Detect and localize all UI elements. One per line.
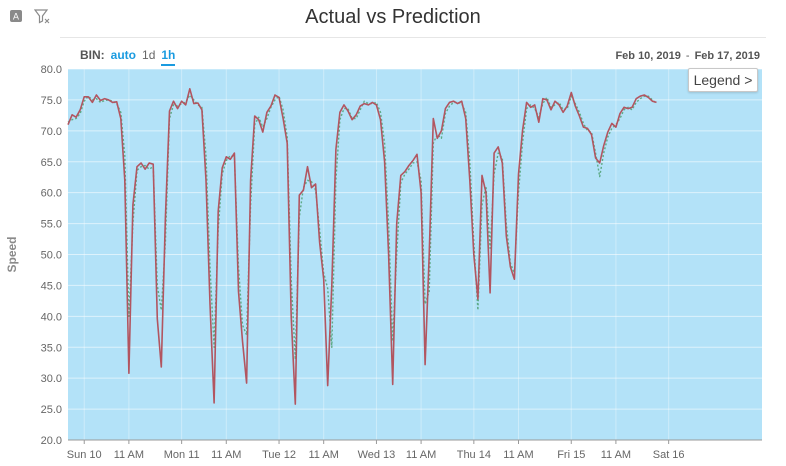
y-tick-label: 20.0 — [41, 435, 62, 447]
y-axis-label: Speed — [5, 236, 19, 272]
x-tick-label: Mon 11 — [164, 449, 200, 461]
x-tick-label: 11 AM — [114, 449, 144, 461]
y-tick-label: 40.0 — [41, 311, 62, 323]
x-tick-label: Sun 10 — [67, 449, 102, 461]
y-tick-label: 30.0 — [41, 373, 62, 385]
x-tick-label: Fri 15 — [557, 449, 585, 461]
x-tick-label: 11 AM — [503, 449, 533, 461]
actual-series-line — [67, 88, 657, 405]
x-tick-label: 11 AM — [406, 449, 436, 461]
filter-clear-icon[interactable] — [34, 8, 50, 24]
x-tick-label: 11 AM — [211, 449, 241, 461]
y-tick-label: 25.0 — [41, 404, 62, 416]
x-tick-label: Wed 13 — [358, 449, 396, 461]
title-divider — [60, 37, 766, 38]
y-tick-label: 75.0 — [41, 95, 62, 107]
chart-title: Actual vs Prediction — [305, 6, 481, 28]
x-tick-label: Sat 16 — [653, 449, 685, 461]
date-range: Feb 10, 2019- Feb 17, 2019 — [615, 50, 760, 62]
y-tick-label: 60.0 — [41, 188, 62, 200]
y-tick-label: 70.0 — [41, 126, 62, 138]
bin-selector: BIN: auto 1d 1h — [80, 48, 176, 66]
bin-option-1h[interactable]: 1h — [161, 48, 176, 66]
y-tick-label: 55.0 — [41, 219, 62, 231]
bin-label: BIN: — [80, 48, 105, 62]
bin-option-auto[interactable]: auto — [110, 48, 137, 62]
reset-zoom-icon[interactable]: A — [8, 8, 24, 24]
x-tick-label: Thu 14 — [457, 449, 491, 461]
y-tick-label: 45.0 — [41, 280, 62, 292]
svg-text:A: A — [13, 13, 20, 23]
x-tick-label: Tue 12 — [262, 449, 296, 461]
legend-button[interactable]: Legend > — [688, 68, 758, 92]
x-tick-label: 11 AM — [601, 449, 631, 461]
y-tick-label: 50.0 — [41, 250, 62, 262]
chart-toolbar: A — [8, 8, 50, 24]
x-tick-label: 11 AM — [308, 449, 338, 461]
date-range-start: Feb 10, 2019 — [615, 50, 681, 62]
date-range-end: Feb 17, 2019 — [694, 50, 760, 62]
y-tick-label: 65.0 — [41, 157, 62, 169]
bin-option-1d[interactable]: 1d — [142, 48, 156, 62]
y-tick-label: 80.0 — [41, 64, 62, 76]
date-range-separator: - — [685, 50, 690, 62]
y-tick-label: 35.0 — [41, 342, 62, 354]
